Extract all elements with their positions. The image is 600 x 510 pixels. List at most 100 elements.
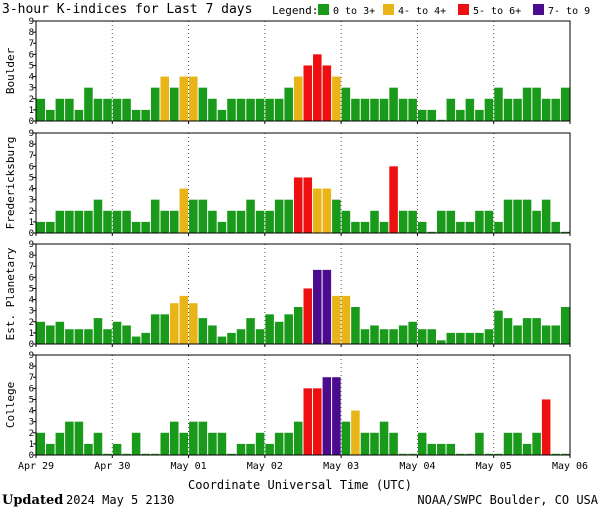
bar bbox=[494, 87, 503, 121]
bar bbox=[255, 432, 265, 455]
y-tick-label: 8 bbox=[29, 140, 34, 150]
bar bbox=[351, 307, 360, 344]
bar bbox=[484, 453, 494, 455]
bar bbox=[112, 321, 122, 344]
bar bbox=[322, 65, 332, 121]
bar bbox=[255, 98, 265, 121]
y-tick-label: 2 bbox=[29, 429, 34, 439]
bar bbox=[93, 432, 103, 455]
bar bbox=[475, 109, 484, 121]
bar bbox=[103, 98, 112, 121]
updated-time: 2024 May 5 2130 bbox=[66, 493, 174, 507]
bar bbox=[351, 98, 360, 121]
bar bbox=[465, 98, 475, 121]
bar bbox=[141, 453, 150, 455]
bar bbox=[179, 76, 189, 121]
bar bbox=[236, 329, 246, 344]
bar bbox=[112, 210, 122, 233]
y-tick-label: 1 bbox=[29, 329, 34, 339]
y-tick-label: 8 bbox=[29, 251, 34, 261]
y-tick-label: 6 bbox=[29, 273, 34, 283]
panel-label: College bbox=[4, 382, 17, 428]
bar bbox=[36, 221, 46, 233]
panel-frame bbox=[35, 132, 571, 234]
bar bbox=[150, 87, 160, 121]
bar bbox=[303, 65, 313, 121]
bar bbox=[246, 199, 255, 233]
bar bbox=[170, 87, 179, 121]
bar bbox=[560, 453, 570, 455]
bar bbox=[341, 421, 351, 455]
bar bbox=[293, 76, 303, 121]
legend: Legend: 0 to 3+ 4- to 4+ 5- to 6+ 7- to 9 bbox=[272, 4, 590, 17]
bar bbox=[284, 432, 293, 455]
bar bbox=[74, 109, 84, 121]
bar bbox=[475, 210, 484, 233]
bar bbox=[551, 221, 560, 233]
bar bbox=[236, 443, 246, 455]
y-tick-label: 8 bbox=[29, 362, 34, 372]
bar bbox=[427, 109, 436, 121]
bar bbox=[274, 321, 284, 344]
panel-label: Fredericksburg bbox=[4, 137, 17, 230]
bar bbox=[551, 325, 560, 344]
bar bbox=[46, 109, 55, 121]
y-tick-label: 4 bbox=[29, 296, 34, 306]
y-tick-label: 0 bbox=[29, 451, 34, 461]
bar bbox=[189, 421, 198, 455]
bar bbox=[170, 303, 179, 344]
bar bbox=[379, 98, 389, 121]
bar bbox=[484, 210, 494, 233]
chart-title: 3-hour K-indices for Last 7 days bbox=[2, 2, 252, 17]
bar bbox=[513, 325, 522, 344]
bar bbox=[246, 318, 255, 344]
bar bbox=[370, 98, 379, 121]
bar bbox=[503, 199, 513, 233]
y-tick-label: 4 bbox=[29, 73, 34, 83]
bar bbox=[417, 329, 427, 344]
bar bbox=[217, 109, 227, 121]
bar bbox=[170, 421, 179, 455]
y-tick-label: 2 bbox=[29, 318, 34, 328]
bar bbox=[189, 76, 198, 121]
legend-label: Legend: bbox=[272, 4, 318, 17]
bar bbox=[303, 288, 313, 344]
y-tick-label: 1 bbox=[29, 106, 34, 116]
bar bbox=[446, 98, 456, 121]
bar bbox=[465, 332, 475, 344]
y-tick-label: 9 bbox=[29, 351, 34, 361]
y-tick-label: 0 bbox=[29, 229, 34, 239]
bar bbox=[313, 388, 322, 455]
bar bbox=[227, 98, 236, 121]
y-tick-label: 2 bbox=[29, 95, 34, 105]
bar bbox=[65, 210, 74, 233]
bar bbox=[465, 221, 475, 233]
bar bbox=[74, 210, 84, 233]
bar bbox=[456, 109, 465, 121]
y-tick-label: 3 bbox=[29, 307, 34, 317]
bar bbox=[65, 329, 74, 344]
bar bbox=[46, 325, 55, 344]
bar bbox=[265, 314, 274, 344]
bar bbox=[217, 221, 227, 233]
bar bbox=[122, 453, 131, 455]
bar bbox=[46, 443, 55, 455]
y-tick-label: 4 bbox=[29, 407, 34, 417]
bar bbox=[141, 332, 150, 344]
bar bbox=[131, 109, 141, 121]
bar bbox=[503, 318, 513, 344]
panel-frame bbox=[35, 243, 571, 345]
bar bbox=[560, 231, 570, 233]
bar bbox=[84, 87, 93, 121]
bar bbox=[360, 221, 370, 233]
panel-label: Boulder bbox=[4, 47, 17, 94]
bar bbox=[332, 295, 341, 344]
bar bbox=[65, 98, 74, 121]
bar bbox=[532, 432, 541, 455]
bar bbox=[227, 332, 236, 344]
bar bbox=[265, 210, 274, 233]
y-tick-label: 3 bbox=[29, 84, 34, 94]
bar bbox=[408, 453, 417, 455]
bar bbox=[313, 269, 322, 344]
